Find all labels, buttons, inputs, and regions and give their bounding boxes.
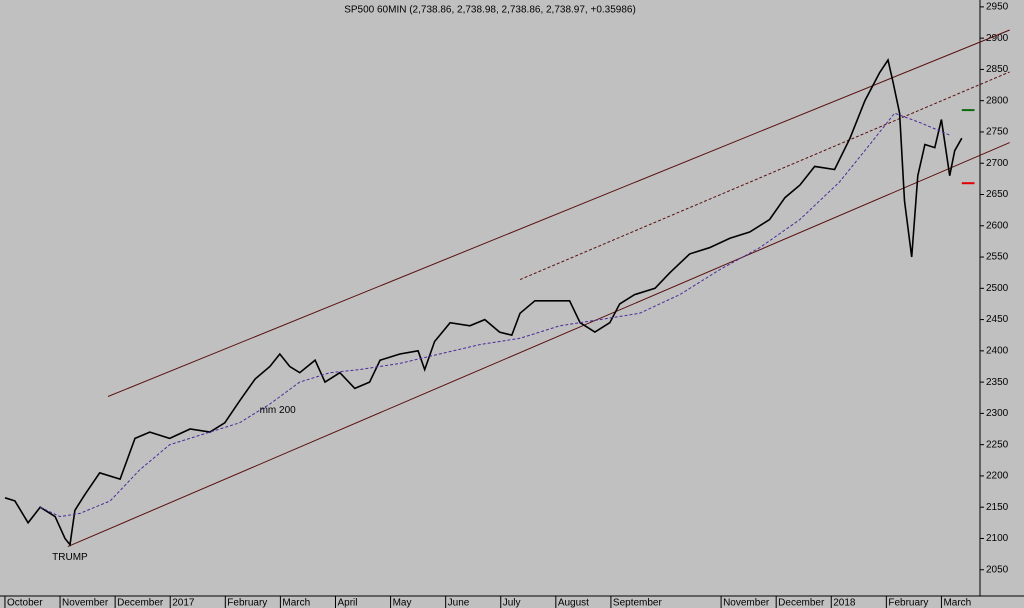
x-tick-label: September xyxy=(613,598,663,608)
y-tick-label: 2300 xyxy=(986,408,1009,419)
y-tick-label: 2350 xyxy=(986,377,1009,388)
y-tick-label: 2100 xyxy=(986,533,1009,544)
y-tick-label: 2400 xyxy=(986,345,1009,356)
y-tick-label: 2800 xyxy=(986,95,1009,106)
price-line xyxy=(4,58,963,547)
y-tick-label: 2050 xyxy=(986,564,1009,575)
y-tick-label: 2450 xyxy=(986,314,1009,325)
x-tick-label: May xyxy=(393,598,412,608)
x-tick-label: December xyxy=(778,598,825,608)
y-tick-label: 2750 xyxy=(986,127,1009,138)
trend-line xyxy=(67,142,1010,548)
x-tick-label: March xyxy=(943,598,971,608)
x-tick-label: February xyxy=(227,598,267,608)
y-tick-label: 2650 xyxy=(986,189,1009,200)
y-tick-label: 2550 xyxy=(986,252,1009,263)
x-tick-label: November xyxy=(723,598,770,608)
y-tick-label: 2850 xyxy=(986,64,1009,75)
x-tick-label: August xyxy=(558,598,589,608)
x-tick-label: 2018 xyxy=(833,598,856,608)
trend-line xyxy=(107,29,1010,397)
y-tick-label: 2900 xyxy=(986,33,1009,44)
x-tick-label: December xyxy=(117,598,164,608)
y-tick-label: 2500 xyxy=(986,283,1009,294)
x-tick-label: October xyxy=(7,598,43,608)
y-tick-label: 2150 xyxy=(986,502,1009,513)
x-tick-label: April xyxy=(337,598,357,608)
x-tick-label: March xyxy=(282,598,310,608)
trend-line xyxy=(519,71,1010,281)
y-tick-label: 2200 xyxy=(986,471,1009,482)
x-tick-label: 2017 xyxy=(172,598,195,608)
x-tick-label: February xyxy=(888,598,928,608)
chart-title: SP500 60MIN (2,738.86, 2,738.98, 2,738.8… xyxy=(344,5,636,16)
annotation: TRUMP xyxy=(52,552,88,563)
y-tick-label: 2250 xyxy=(986,439,1009,450)
x-tick-label: July xyxy=(503,598,521,608)
annotation: mm 200 xyxy=(260,405,297,416)
x-tick-label: November xyxy=(62,598,109,608)
y-tick-label: 2700 xyxy=(986,158,1009,169)
moving-average xyxy=(39,112,950,518)
y-tick-label: 2600 xyxy=(986,220,1009,231)
x-tick-label: June xyxy=(448,598,470,608)
y-tick-label: 2950 xyxy=(986,2,1009,13)
